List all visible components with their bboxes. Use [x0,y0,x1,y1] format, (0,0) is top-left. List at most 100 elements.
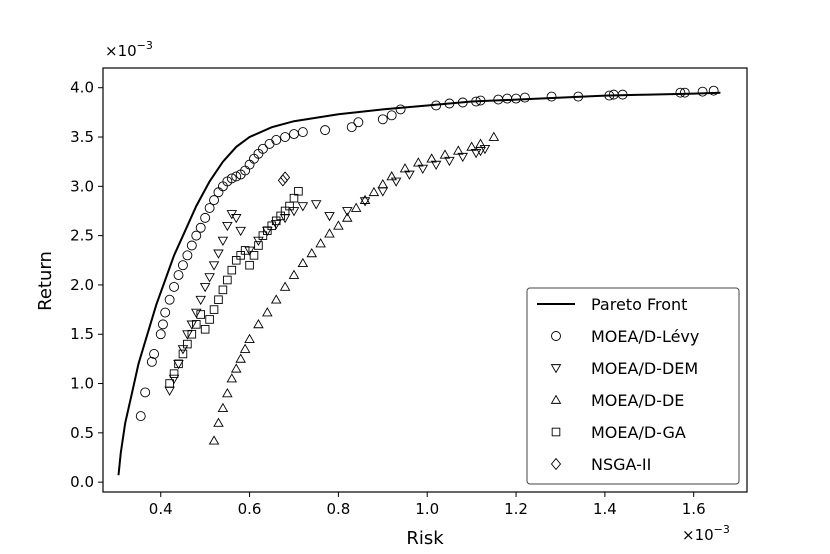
moea-d-l-vy-point [697,86,708,97]
moea-d-l-vy-point [191,230,202,241]
moea-d-l-vy-point [244,159,255,170]
moea-d-de-point [488,131,500,141]
moea-d-ga-point [214,295,223,304]
moea-d-l-vy-point [679,87,690,98]
moea-d-l-vy-point [471,96,482,107]
y-tick-label: 0.5 [70,424,94,442]
moea-d-l-vy-point [231,171,242,182]
x-tick-label: 1.0 [415,500,439,518]
moea-d-ga-point [285,201,294,211]
plot-frame [102,67,748,493]
moea-d-dem-point [177,345,189,355]
moea-d-ga-point [249,251,259,260]
moea-d-de-point [368,186,380,197]
moea-d-dem-point [213,249,224,259]
moea-d-dem-point [390,177,402,187]
moea-d-l-vy-point [546,91,557,102]
moea-d-ga-point [205,315,214,324]
moea-d-de-point [235,353,246,363]
moea-d-l-vy-point [155,329,166,340]
nsga-ii-point [277,174,288,187]
y-tick-label: 0.0 [70,473,94,491]
moea-d-dem-point [279,214,291,224]
moea-d-ga-point [231,256,241,265]
moea-d-dem-point [204,273,215,283]
legend-label-moea-d-l-vy: MOEA/D-Lévy [591,327,699,346]
pareto-front-line [117,91,721,476]
moea-d-ga-point [263,226,272,235]
moea-d-l-vy-point [158,319,168,330]
moea-d-ga-point [223,275,232,285]
moea-d-dem-point [217,236,229,246]
moea-d-ga-point [267,221,277,231]
data-marks [117,85,721,476]
moea-d-de-point [386,171,397,181]
moea-d-dem-point [222,221,233,232]
moea-d-ga-point [183,339,192,349]
moea-d-l-vy-point [280,132,291,142]
moea-d-de-point [475,138,486,148]
moea-d-l-vy-point [519,92,530,103]
moea-d-l-vy-point [160,307,171,318]
moea-d-l-vy-point [213,187,224,198]
moea-d-ga-point [187,329,197,339]
moea-d-dem-point [479,145,491,155]
moea-d-l-vy-point [149,349,160,359]
moea-d-de-point [226,373,238,383]
moea-d-de-point [239,343,251,353]
moea-d-l-vy-point [204,203,215,213]
moea-d-dem-point [182,330,193,340]
moea-d-l-vy-point [377,114,388,125]
y-tick-label: 2.0 [70,276,94,294]
moea-d-dem-point [262,226,273,237]
moea-d-de-point [217,402,229,413]
moea-d-de-point [333,220,344,230]
moea-d-l-vy-point [675,87,686,98]
legend-label-moea-d-ga: MOEA/D-GA [591,423,686,442]
moea-d-ga-point [174,359,183,369]
x-tick-label: 0.8 [326,500,350,518]
legend-moea-d-l-vy-swatch [551,331,561,341]
moea-d-l-vy-point [169,281,180,292]
moea-d-l-vy-point [195,222,206,233]
moea-d-dem-point [377,187,389,197]
moea-d-ga-point [227,265,237,275]
moea-d-dem-point [208,261,220,271]
moea-d-ga-point [236,251,245,260]
moea-d-dem-point [190,308,202,318]
moea-d-de-point [306,247,318,258]
moea-d-l-vy-point [226,173,237,184]
moea-d-de-point [350,202,362,212]
moea-d-l-vy-point [444,98,455,109]
moea-d-ga-point [178,349,188,359]
legend-label-moea-d-dem: MOEA/D-DEM [591,359,698,378]
moea-d-dem-point [235,226,246,237]
moea-d-l-vy-point [271,135,282,145]
legend-box [526,287,740,485]
moea-d-l-vy-point [395,104,406,115]
moea-d-ga-point [271,216,281,226]
y-tick-label: 1.0 [70,375,94,393]
moea-d-l-vy-point [708,85,719,96]
moea-d-l-vy-point [289,129,299,140]
moea-d-l-vy-point [457,97,468,108]
moea-d-de-point [208,435,220,445]
moea-d-dem-point [168,374,180,385]
moea-d-de-point [342,212,353,222]
y-tick-label: 4.0 [70,79,94,97]
moea-d-dem-point [297,202,309,212]
y-tick-label: 3.0 [70,177,94,195]
moea-d-de-point [399,163,411,173]
moea-d-de-point [439,149,451,159]
moea-d-ga-point [200,325,210,334]
moea-d-l-vy-point [573,91,584,102]
moea-d-ga-point [276,211,285,221]
moea-d-de-point [297,257,309,268]
moea-d-ga-point [191,320,201,329]
moea-d-de-point [279,281,291,291]
moea-d-ga-point [196,310,205,319]
moea-d-de-point [222,387,233,398]
moea-d-de-point [244,333,255,343]
moea-d-dem-point [244,246,255,256]
